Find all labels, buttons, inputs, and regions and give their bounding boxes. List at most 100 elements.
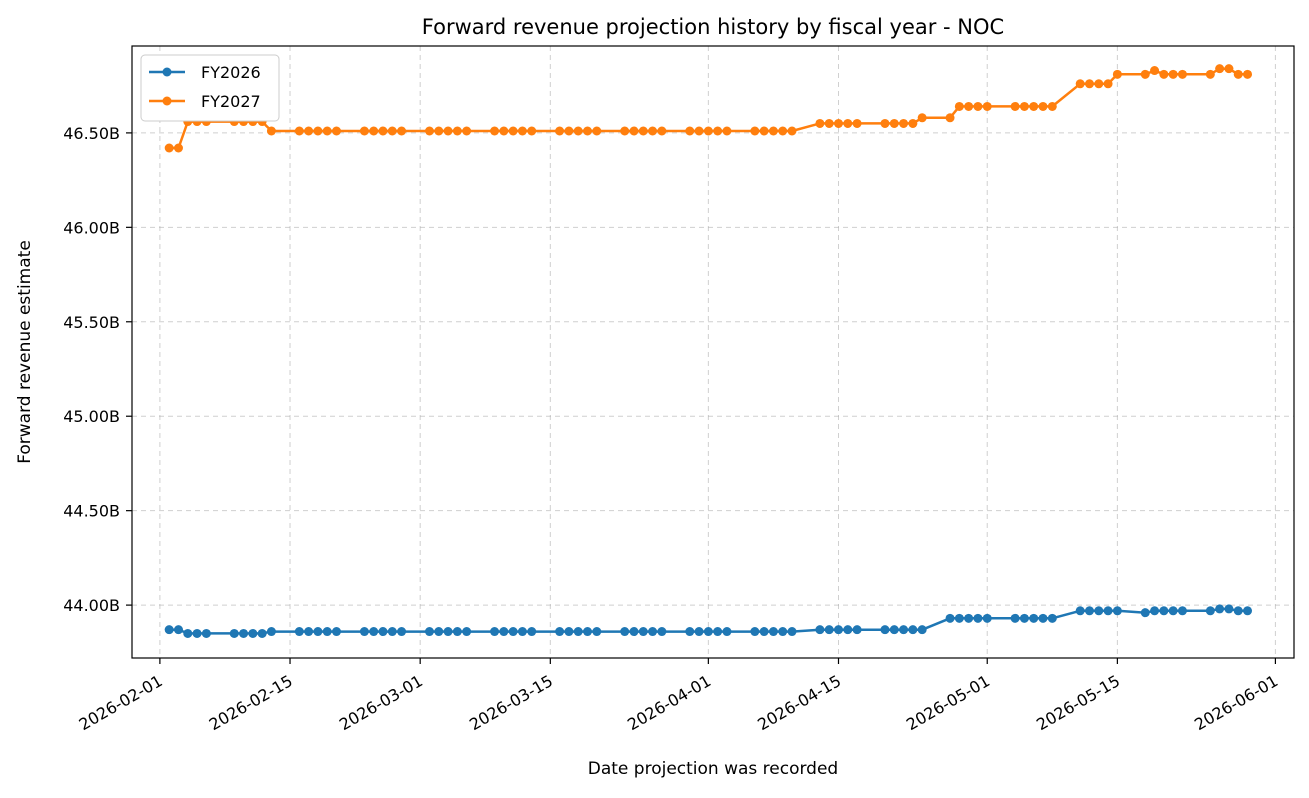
data-point — [768, 126, 778, 136]
y-tick-label: 46.50B — [63, 124, 120, 143]
data-point — [778, 126, 788, 136]
data-point — [703, 627, 713, 637]
data-point — [964, 613, 974, 623]
data-point — [508, 627, 518, 637]
y-axis-label: Forward revenue estimate — [15, 240, 35, 464]
series-FY2026 — [164, 604, 1253, 638]
data-point — [945, 113, 955, 123]
data-point — [1205, 606, 1215, 616]
data-point — [620, 627, 630, 637]
data-point — [694, 627, 704, 637]
data-point — [527, 126, 537, 136]
data-point — [750, 627, 760, 637]
data-point — [685, 627, 695, 637]
data-point — [1019, 613, 1029, 623]
y-tick-label: 44.50B — [63, 502, 120, 521]
series-layer — [164, 64, 1253, 638]
data-point — [629, 627, 639, 637]
data-point — [833, 625, 843, 635]
data-point — [1029, 101, 1039, 111]
data-point — [787, 627, 797, 637]
y-tick-label: 45.50B — [63, 313, 120, 332]
data-point — [369, 126, 379, 136]
data-point — [889, 625, 899, 635]
data-point — [294, 126, 304, 136]
x-tick-label: 2026-05-01 — [903, 671, 993, 734]
data-point — [657, 627, 667, 637]
x-tick-label: 2026-04-01 — [624, 671, 714, 734]
data-point — [1112, 69, 1122, 79]
data-point — [1084, 79, 1094, 89]
data-point — [462, 126, 472, 136]
data-point — [452, 627, 462, 637]
data-point — [1215, 64, 1225, 74]
data-point — [954, 613, 964, 623]
data-point — [824, 625, 834, 635]
data-point — [1112, 606, 1122, 616]
data-point — [899, 625, 909, 635]
data-point — [1150, 66, 1160, 76]
data-point — [555, 126, 565, 136]
data-point — [592, 627, 602, 637]
data-point — [313, 627, 323, 637]
data-point — [369, 627, 379, 637]
data-point — [248, 628, 258, 638]
data-point — [759, 627, 769, 637]
data-point — [787, 126, 797, 136]
data-point — [508, 126, 518, 136]
data-point — [443, 126, 453, 136]
y-tick-label: 45.00B — [63, 407, 120, 426]
data-point — [815, 118, 825, 128]
data-point — [638, 627, 648, 637]
data-point — [954, 101, 964, 111]
data-point — [527, 627, 537, 637]
data-point — [1075, 79, 1085, 89]
data-point — [573, 627, 583, 637]
data-point — [201, 628, 211, 638]
data-point — [452, 126, 462, 136]
y-tick-label: 44.00B — [63, 596, 120, 615]
data-point — [1010, 613, 1020, 623]
data-point — [564, 126, 574, 136]
data-point — [359, 627, 369, 637]
grid — [132, 46, 1294, 658]
data-point — [332, 126, 342, 136]
x-axis-ticks: 2026-02-01 2026-02-15 2026-03-01 2026-03-15… — [76, 658, 1281, 734]
data-point — [620, 126, 630, 136]
data-point — [852, 625, 862, 635]
legend-label: FY2026 — [201, 63, 261, 82]
data-point — [1233, 606, 1243, 616]
data-point — [880, 625, 890, 635]
data-point — [852, 118, 862, 128]
data-point — [899, 118, 909, 128]
data-point — [638, 126, 648, 136]
data-point — [1140, 608, 1150, 618]
data-point — [648, 126, 658, 136]
data-point — [1047, 101, 1057, 111]
legend-swatch-marker — [162, 96, 172, 106]
data-point — [713, 126, 723, 136]
data-point — [266, 627, 276, 637]
data-point — [378, 627, 388, 637]
data-point — [173, 143, 183, 153]
data-point — [294, 627, 304, 637]
legend-swatch-marker — [162, 67, 172, 77]
data-point — [1215, 604, 1225, 614]
data-point — [164, 625, 174, 635]
x-tick-label: 2026-03-01 — [336, 671, 426, 734]
x-axis-label: Date projection was recorded — [588, 759, 838, 779]
data-point — [517, 126, 527, 136]
data-point — [434, 126, 444, 136]
data-point — [657, 126, 667, 136]
y-tick-label: 46.00B — [63, 218, 120, 237]
data-point — [1075, 606, 1085, 616]
data-point — [592, 126, 602, 136]
data-point — [424, 126, 434, 136]
data-point — [1019, 101, 1029, 111]
x-tick-label: 2026-03-15 — [466, 671, 556, 734]
data-point — [1038, 613, 1048, 623]
x-tick-label: 2026-02-01 — [76, 671, 166, 734]
data-point — [1103, 79, 1113, 89]
y-axis-ticks: 44.00B 44.50B 45.00B 45.50B 46.00B 46.50B — [63, 124, 132, 615]
